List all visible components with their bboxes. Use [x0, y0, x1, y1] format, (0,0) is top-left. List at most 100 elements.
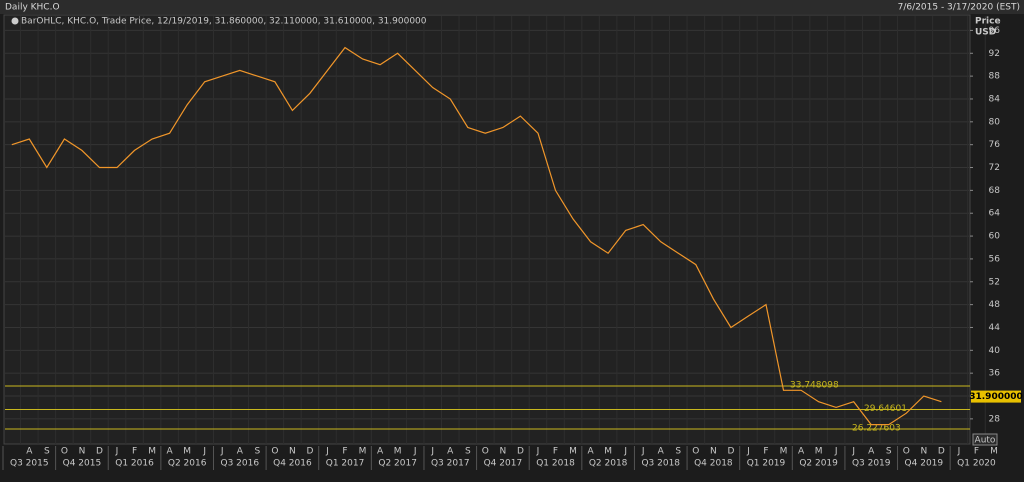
- quarter-label: Q2 2017: [378, 459, 417, 469]
- quarter-label: Q2 2018: [589, 459, 628, 469]
- y-tick-label: 72: [989, 163, 1000, 173]
- reference-label: 26.227603: [852, 423, 901, 433]
- y-tick-label: 88: [989, 72, 1001, 82]
- x-tick-label: J: [115, 447, 119, 457]
- x-tick-label: M: [394, 447, 402, 457]
- quarter-label: Q1 2017: [326, 459, 365, 469]
- x-tick-label: J: [851, 447, 855, 457]
- quarter-label: Q2 2019: [799, 459, 838, 469]
- x-tick-label: S: [675, 447, 681, 457]
- y-tick-label: 96: [989, 26, 1001, 36]
- x-tick-label: A: [26, 447, 33, 457]
- x-tick-label: A: [237, 447, 244, 457]
- x-tick-label: O: [692, 447, 699, 457]
- x-tick-label: S: [254, 447, 260, 457]
- x-tick-label: D: [727, 447, 734, 457]
- x-tick-label: J: [413, 447, 417, 457]
- x-tick-label: J: [834, 447, 838, 457]
- last-value-box: [971, 390, 1021, 403]
- x-tick-label: N: [289, 447, 296, 457]
- legend-icon: [11, 17, 19, 25]
- x-tick-label: M: [183, 447, 191, 457]
- quarter-label: Q4 2016: [273, 459, 312, 469]
- x-tick-label: J: [623, 447, 627, 457]
- x-tick-label: D: [517, 447, 524, 457]
- x-tick-label: M: [815, 447, 823, 457]
- x-tick-label: M: [148, 447, 156, 457]
- x-tick-label: A: [447, 447, 454, 457]
- plot-area: [3, 14, 971, 445]
- legend: BarOHLC, KHC.O, Trade Price, 12/19/2019,…: [21, 17, 427, 27]
- x-tick-label: N: [500, 447, 507, 457]
- x-tick-label: N: [920, 447, 927, 457]
- quarter-label: Q3 2018: [641, 459, 680, 469]
- quarter-label: Q4 2019: [905, 459, 944, 469]
- y-tick-label: 52: [989, 277, 1000, 287]
- x-tick-label: J: [220, 447, 224, 457]
- x-tick-label: O: [61, 447, 68, 457]
- y-tick-label: 56: [989, 254, 1001, 264]
- x-tick-label: S: [886, 447, 892, 457]
- quarter-label: Q1 2018: [536, 459, 575, 469]
- x-tick-label: M: [604, 447, 612, 457]
- x-tick-label: F: [974, 447, 979, 457]
- y-tick-label: 36: [989, 369, 1001, 379]
- quarter-label: Q2 2016: [168, 459, 207, 469]
- quarter-label: Q3 2017: [431, 459, 470, 469]
- y-tick-label: 40: [989, 346, 1001, 356]
- x-tick-label: M: [359, 447, 367, 457]
- x-tick-label: O: [903, 447, 910, 457]
- x-tick-label: N: [710, 447, 717, 457]
- x-tick-label: A: [588, 447, 595, 457]
- x-tick-label: A: [868, 447, 875, 457]
- x-tick-label: S: [465, 447, 471, 457]
- auto-button[interactable]: [972, 433, 998, 446]
- x-tick-label: S: [44, 447, 50, 457]
- y-axis-label: Price: [975, 17, 1001, 27]
- quarter-label: Q3 2016: [221, 459, 260, 469]
- x-tick-label: M: [780, 447, 788, 457]
- quarter-label: Q1 2020: [957, 459, 996, 469]
- x-tick-label: M: [990, 447, 998, 457]
- quarter-label: Q4 2017: [484, 459, 523, 469]
- x-tick-label: A: [658, 447, 665, 457]
- y-tick-label: 64: [989, 209, 1001, 219]
- x-tick-label: F: [553, 447, 558, 457]
- x-tick-label: J: [536, 447, 540, 457]
- quarter-label: Q4 2018: [694, 459, 733, 469]
- y-tick-label: 48: [989, 300, 1001, 310]
- reference-label: 29.64601: [864, 404, 907, 414]
- x-tick-label: F: [342, 447, 347, 457]
- x-tick-label: F: [763, 447, 768, 457]
- y-tick-label: 68: [989, 186, 1001, 196]
- x-tick-label: D: [96, 447, 103, 457]
- x-tick-label: D: [938, 447, 945, 457]
- y-tick-label: 60: [989, 232, 1001, 242]
- y-tick-label: 44: [989, 323, 1001, 333]
- y-tick-label: 80: [989, 117, 1001, 127]
- x-tick-label: M: [569, 447, 577, 457]
- x-tick-label: A: [798, 447, 805, 457]
- x-tick-label: J: [957, 447, 961, 457]
- x-tick-label: A: [167, 447, 174, 457]
- price-line: [11, 46, 942, 426]
- y-tick-label: 84: [989, 94, 1001, 104]
- date-range: 7/6/2015 - 3/17/2020 (EST): [898, 3, 1020, 13]
- x-tick-label: J: [325, 447, 329, 457]
- auto-label[interactable]: Auto: [975, 436, 996, 446]
- quarter-label: Q1 2019: [747, 459, 786, 469]
- x-tick-label: J: [202, 447, 206, 457]
- y-tick-label: 76: [989, 140, 1001, 150]
- x-tick-label: A: [377, 447, 384, 457]
- x-tick-label: N: [79, 447, 86, 457]
- x-tick-label: D: [306, 447, 313, 457]
- x-tick-label: O: [482, 447, 489, 457]
- x-tick-label: J: [641, 447, 645, 457]
- y-tick-label: 28: [989, 414, 1001, 424]
- x-tick-label: O: [271, 447, 278, 457]
- chart-title: Daily KHC.O: [5, 3, 60, 13]
- quarter-label: Q4 2015: [63, 459, 102, 469]
- y-tick-label: 92: [989, 49, 1000, 59]
- last-value-label: 31.900000: [969, 392, 1023, 402]
